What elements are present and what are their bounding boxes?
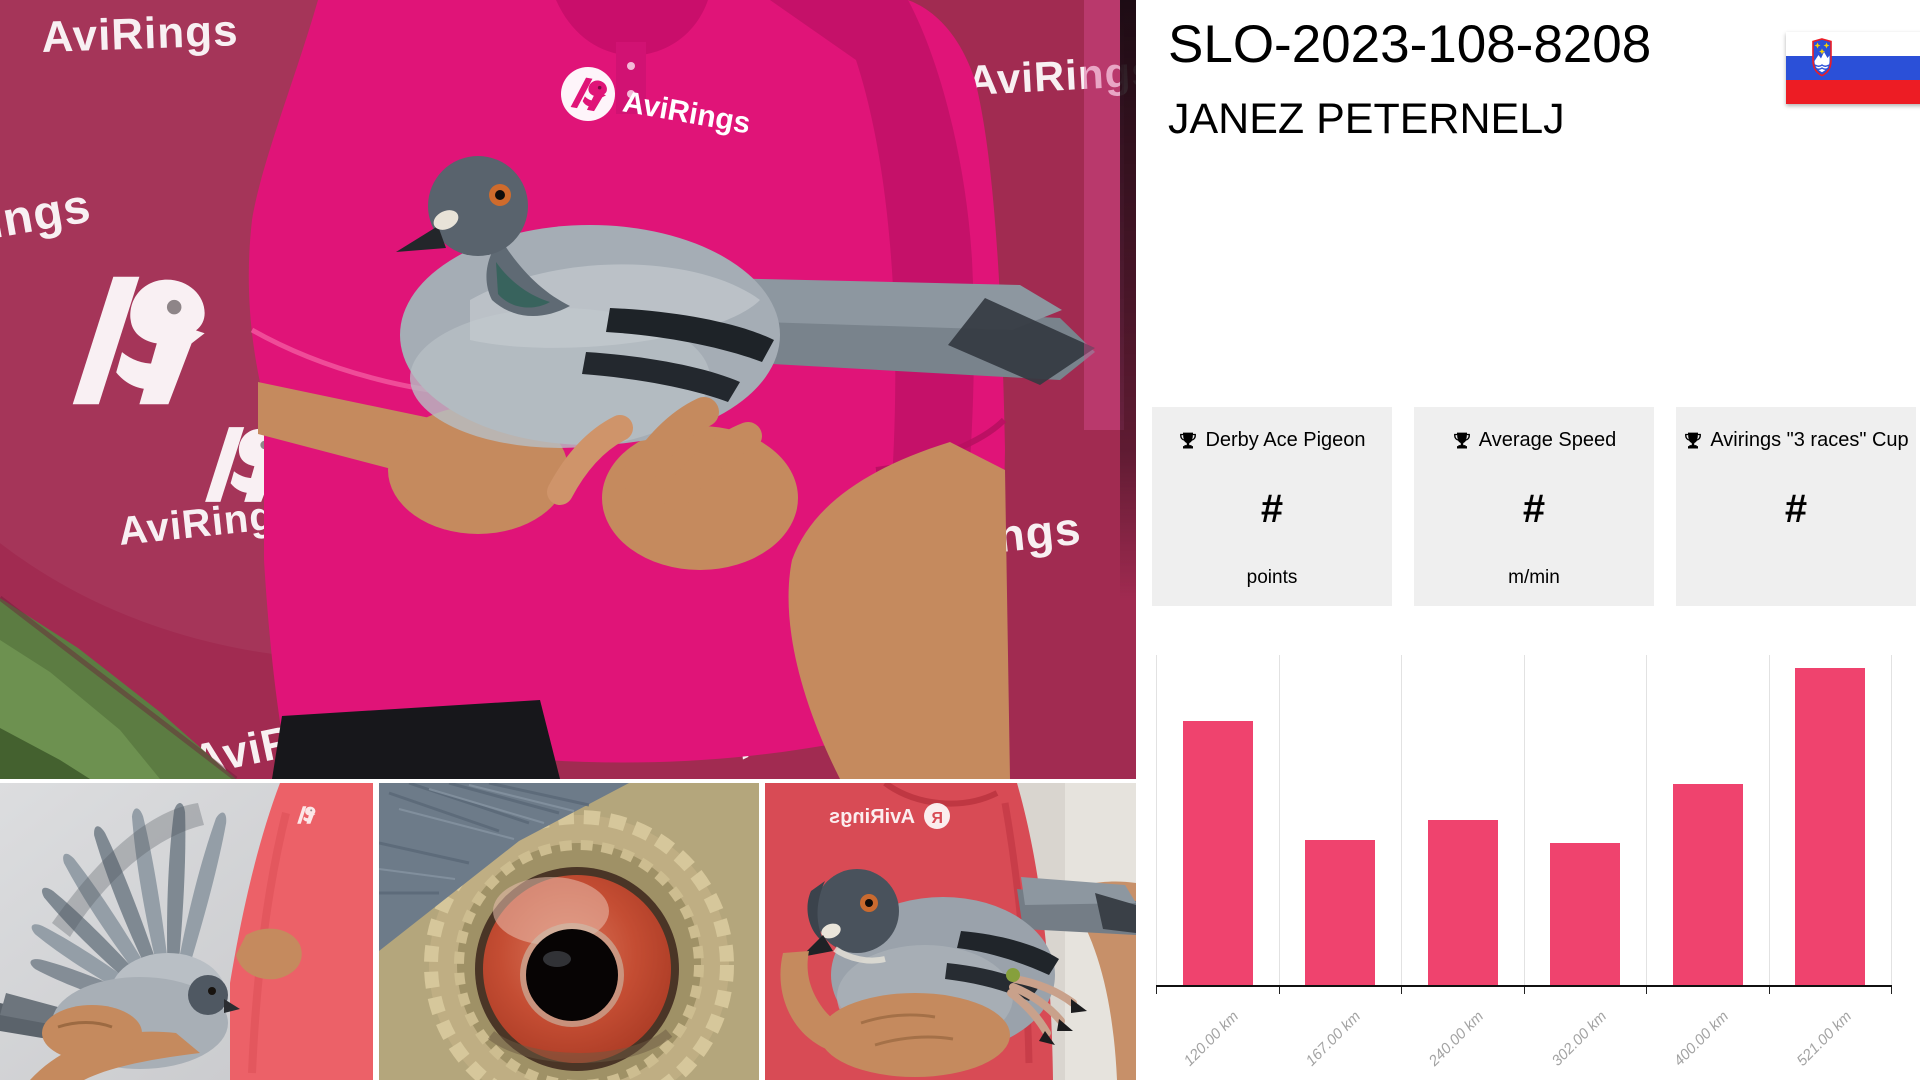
pants [272, 700, 560, 779]
avirings-chest-logo-mirrored: AviRings R [829, 803, 950, 829]
x-axis-ticks [1156, 987, 1892, 994]
stat-card-title: Avirings "3 races" Cup [1710, 429, 1909, 451]
chart-plot-area [1156, 655, 1892, 987]
fancier-name: JANEZ PETERNELJ [1168, 95, 1565, 143]
stat-card-title: Average Speed [1478, 429, 1617, 451]
chart-slot [1770, 655, 1892, 985]
chart-bar [1550, 843, 1621, 985]
stat-card-avirings-3-races-cup: Avirings "3 races" Cup # [1676, 407, 1916, 606]
svg-text:AviRings: AviRings [829, 806, 915, 828]
stat-card-average-speed: Average Speed # m/min [1414, 407, 1654, 606]
race-distance-bar-chart: 120.00 km 167.00 km 240.00 km 302.00 km … [1156, 655, 1892, 1079]
chart-slot [1525, 655, 1647, 985]
trophy-icon [1685, 432, 1702, 448]
photo-wing-spread [0, 783, 373, 1080]
x-axis-labels: 120.00 km 167.00 km 240.00 km 302.00 km … [1156, 994, 1892, 1079]
chart-bar [1795, 668, 1866, 985]
photo-pigeon-in-hands: AviRings R [765, 783, 1136, 1080]
chart-slot [1402, 655, 1525, 985]
pigeon-main [396, 156, 1095, 510]
svg-text:AviRings: AviRings [41, 6, 240, 62]
photo-eye-closeup [379, 783, 759, 1080]
svg-text:AviRings: AviRings [966, 47, 1136, 104]
chart-slot [1156, 655, 1280, 985]
chart-bar [1182, 721, 1253, 985]
page-title-ring-id: SLO-2023-108-8208 [1168, 15, 1652, 74]
slovenia-flag [1786, 32, 1920, 104]
chart-bar [1305, 839, 1376, 985]
chart-slot [1647, 655, 1770, 985]
svg-text:R: R [931, 810, 943, 827]
x-axis-tick-label: 521.00 km [1793, 1008, 1855, 1070]
trophy-icon [1180, 432, 1197, 448]
pigeon-extended-wing [30, 802, 227, 1037]
x-axis-tick-label: 240.00 km [1425, 1008, 1487, 1070]
slovenia-coat-of-arms [1812, 38, 1832, 77]
stat-card-value: # [1784, 487, 1808, 531]
grass [0, 596, 238, 779]
trophy-icon [1453, 432, 1470, 448]
stat-cards-row: Derby Ace Pigeon # points Average Speed … [1152, 407, 1916, 606]
pigeon-held [801, 869, 1136, 1053]
chart-slot [1280, 655, 1402, 985]
stat-card-unit: points [1246, 567, 1298, 588]
stat-card-value: # [1260, 487, 1284, 531]
x-axis-tick-label: 120.00 km [1180, 1008, 1242, 1070]
x-axis-tick-label: 167.00 km [1302, 1008, 1365, 1070]
stat-card-derby-ace-pigeon: Derby Ace Pigeon # points [1152, 407, 1392, 606]
x-axis-tick-label: 302.00 km [1548, 1008, 1610, 1070]
chart-bar [1672, 783, 1743, 985]
x-axis-tick-label: 400.00 km [1670, 1008, 1733, 1070]
info-panel: SLO-2023-108-8208 JANEZ PETERNELJ [1136, 0, 1920, 1080]
main-photo-pigeon-presentation: AviRings AviRings AviRings AviRings AviR… [0, 0, 1136, 779]
stat-card-title: Derby Ace Pigeon [1205, 429, 1366, 451]
stat-card-unit: m/min [1508, 567, 1560, 588]
stat-card-value: # [1522, 487, 1546, 531]
chart-bar [1427, 820, 1498, 985]
